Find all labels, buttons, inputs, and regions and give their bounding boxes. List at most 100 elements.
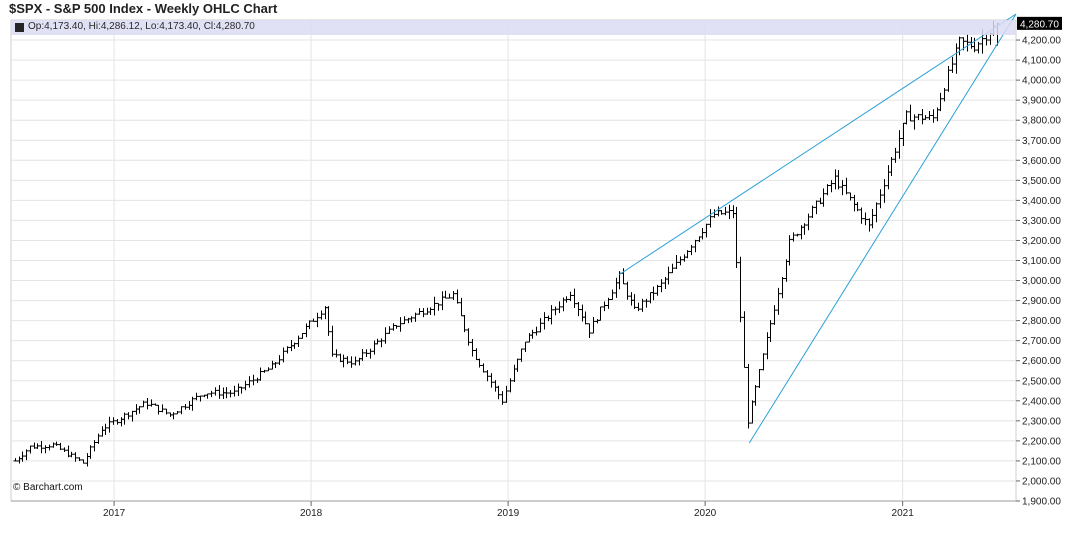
ohlc-bar bbox=[122, 412, 127, 425]
ohlc-bar bbox=[806, 213, 811, 231]
ohlc-bar bbox=[523, 341, 528, 352]
ohlc-bar bbox=[893, 147, 898, 163]
ohlc-bar bbox=[938, 92, 943, 112]
ohlc-bar bbox=[519, 348, 524, 362]
ohlc-bar bbox=[73, 452, 78, 462]
ohlc-bar bbox=[432, 296, 437, 316]
last-price-label: 4,280.70 bbox=[1020, 19, 1059, 30]
ohlc-bar bbox=[171, 412, 176, 420]
ohlc-bar bbox=[972, 37, 977, 53]
ohlc-bar bbox=[931, 109, 936, 123]
ohlc-bar bbox=[20, 451, 25, 462]
ohlc-bar bbox=[810, 205, 815, 219]
ohlc-bar bbox=[345, 356, 350, 365]
ohlc-bar bbox=[700, 227, 705, 240]
ohlc-bar bbox=[489, 373, 494, 388]
ohlc-bar bbox=[375, 338, 380, 345]
trendline bbox=[619, 13, 1017, 275]
ohlc-bar bbox=[500, 391, 505, 405]
ohlc-bar bbox=[436, 302, 441, 311]
y-tick-label: 3,100.00 bbox=[1022, 256, 1061, 267]
ohlc-bar bbox=[481, 363, 486, 373]
ohlc-bar bbox=[451, 291, 456, 301]
ohlc-readout-bar: Op:4,173.40, Hi:4,286.12, Lo:4,173.40, C… bbox=[11, 20, 1016, 35]
ohlc-bar bbox=[315, 312, 320, 328]
ohlc-bar bbox=[228, 390, 233, 398]
ohlc-bar bbox=[950, 56, 955, 73]
ohlc-bar bbox=[213, 387, 218, 396]
ohlc-bar bbox=[591, 317, 596, 334]
y-tick-label: 2,000.00 bbox=[1022, 476, 1061, 487]
ohlc-bar bbox=[470, 338, 475, 357]
ohlc-bar bbox=[768, 320, 773, 343]
x-tick-label: 2019 bbox=[497, 508, 520, 519]
ohlc-bar bbox=[353, 356, 358, 366]
ohlc-bar bbox=[107, 416, 112, 433]
y-tick-label: 4,200.00 bbox=[1022, 36, 1061, 47]
ohlc-bar bbox=[364, 349, 369, 357]
y-tick-label: 3,300.00 bbox=[1022, 216, 1061, 227]
ohlc-bar bbox=[776, 287, 781, 315]
ohlc-readout: Op:4,173.40, Hi:4,286.12, Lo:4,173.40, C… bbox=[28, 21, 255, 32]
ohlc-bar bbox=[69, 451, 74, 458]
ohlc-bar bbox=[292, 342, 297, 349]
ohlc-bar bbox=[802, 223, 807, 235]
ohlc-bar bbox=[976, 41, 981, 54]
x-tick-label: 2017 bbox=[103, 508, 126, 519]
ohlc-bar bbox=[398, 317, 403, 332]
ohlc-bar bbox=[610, 289, 615, 300]
y-tick-label: 2,700.00 bbox=[1022, 336, 1061, 347]
ohlc-bar bbox=[43, 445, 48, 454]
ohlc-bar bbox=[693, 239, 698, 253]
y-tick-label: 2,400.00 bbox=[1022, 396, 1061, 407]
ohlc-bar bbox=[311, 318, 316, 322]
ohlc-bar bbox=[844, 177, 849, 195]
ohlc-bar bbox=[719, 210, 724, 215]
ohlc-bar bbox=[598, 306, 603, 321]
ohlc-bar bbox=[485, 369, 490, 382]
ohlc-bar bbox=[734, 206, 739, 268]
ohlc-bar bbox=[198, 395, 203, 402]
y-tick-label: 3,000.00 bbox=[1022, 276, 1061, 287]
watermark: © Barchart.com bbox=[13, 482, 83, 493]
ohlc-bar bbox=[77, 457, 82, 462]
ohlc-bar bbox=[946, 65, 951, 92]
ohlc-bar bbox=[28, 445, 33, 454]
ohlc-bar bbox=[957, 36, 962, 56]
ohlc-bar bbox=[897, 130, 902, 159]
ohlc-bar bbox=[829, 180, 834, 193]
ohlc-bar bbox=[455, 289, 460, 304]
ohlc-bar bbox=[908, 104, 913, 122]
ohlc-bar bbox=[678, 256, 683, 266]
ohlc-bar bbox=[644, 298, 649, 308]
y-tick-label: 2,900.00 bbox=[1022, 296, 1061, 307]
ohlc-bar bbox=[791, 232, 796, 242]
ohlc-bar bbox=[413, 312, 418, 322]
ohlc-bar bbox=[942, 88, 947, 102]
ohlc-bar bbox=[874, 202, 879, 223]
y-tick-label: 3,200.00 bbox=[1022, 236, 1061, 247]
ohlc-bar bbox=[587, 323, 592, 339]
ohlc-bar bbox=[515, 358, 520, 372]
ohlc-bar bbox=[111, 417, 116, 425]
ohlc-bar bbox=[330, 325, 335, 357]
x-tick-label: 2018 bbox=[300, 508, 323, 519]
ohlc-bar bbox=[557, 301, 562, 314]
ohlc-bar bbox=[787, 235, 792, 266]
y-tick-label: 2,200.00 bbox=[1022, 436, 1061, 447]
y-tick-label: 1,900.00 bbox=[1022, 497, 1061, 508]
ohlc-bar bbox=[870, 208, 875, 229]
ohlc-bar bbox=[640, 298, 645, 312]
ohlc-bar bbox=[277, 355, 282, 366]
ohlc-bar bbox=[47, 444, 52, 451]
ohlc-bar bbox=[504, 385, 509, 403]
ohlc-bar bbox=[251, 374, 256, 386]
ohlc-bar bbox=[232, 385, 237, 397]
ohlc-bar bbox=[92, 440, 97, 452]
ohlc-bar bbox=[549, 305, 554, 325]
ohlc-bar bbox=[164, 408, 169, 415]
ohlc-bar bbox=[443, 290, 448, 299]
ohlc-bar bbox=[402, 316, 407, 325]
ohlc-bar bbox=[836, 169, 841, 190]
